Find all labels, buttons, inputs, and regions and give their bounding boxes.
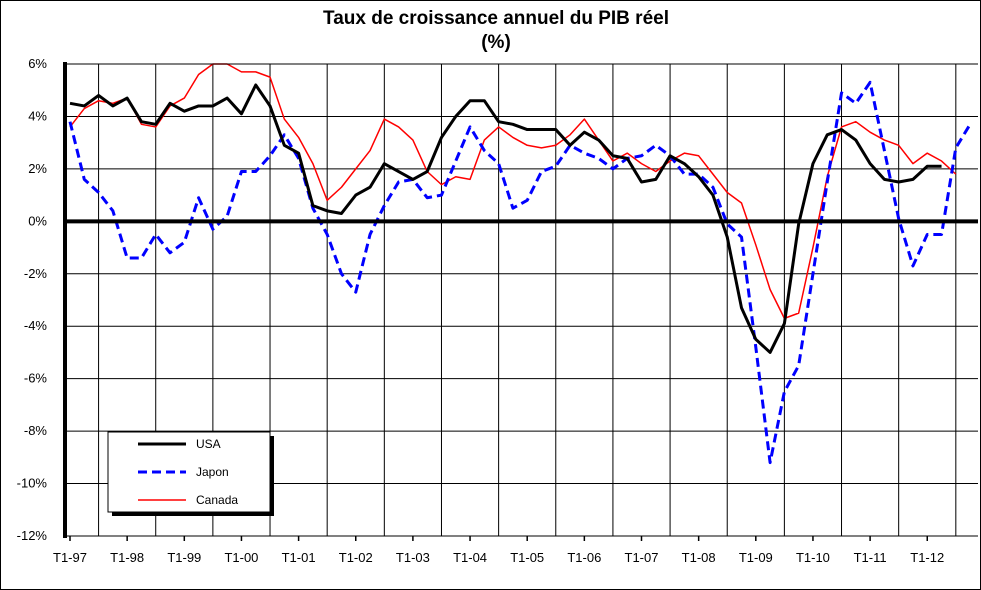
chart-subtitle: (%) <box>481 32 511 53</box>
y-tick-label: 6% <box>28 56 47 71</box>
x-tick-label: T1-09 <box>739 550 773 565</box>
y-tick-label: -6% <box>24 371 48 386</box>
legend-label-usa: USA <box>196 437 221 451</box>
x-tick-label: T1-05 <box>510 550 544 565</box>
x-tick-label: T1-97 <box>53 550 87 565</box>
y-tick-label: -2% <box>24 266 48 281</box>
y-tick-label: 2% <box>28 161 47 176</box>
x-tick-label: T1-08 <box>682 550 716 565</box>
legend: USA Japon Canada <box>107 431 274 516</box>
y-tick-label: -4% <box>24 318 48 333</box>
y-tick-label: -10% <box>17 476 48 491</box>
series-line-usa <box>69 83 942 354</box>
x-tick-label: T1-99 <box>167 550 201 565</box>
y-tick-label: 4% <box>28 108 47 123</box>
x-tick-label: T1-12 <box>910 550 944 565</box>
legend-box <box>107 431 271 513</box>
legend-label-canada: Canada <box>196 493 238 507</box>
y-tick-label: -12% <box>17 528 48 543</box>
legend-label-japon: Japon <box>196 465 229 479</box>
chart-title: Taux de croissance annuel du PIB réel <box>323 8 669 29</box>
x-tick-label: T1-07 <box>625 550 659 565</box>
x-tick-label: T1-02 <box>339 550 373 565</box>
x-tick-label: T1-03 <box>396 550 430 565</box>
x-tick-label: T1-04 <box>453 550 487 565</box>
y-tick-label: 0% <box>28 213 47 228</box>
x-tick-label: T1-06 <box>567 550 601 565</box>
x-tick-label: T1-10 <box>796 550 830 565</box>
x-tick-label: T1-11 <box>854 550 887 565</box>
y-tick-label: -8% <box>24 423 48 438</box>
x-tick-label: T1-01 <box>282 550 316 565</box>
x-tick-label: T1-98 <box>110 550 144 565</box>
axes: 6% 4% 2% 0% -2% -4% -6% -8% -10% -12% T1-97 T1-98 T1… <box>17 56 978 565</box>
x-tick-label: T1-00 <box>224 550 258 565</box>
